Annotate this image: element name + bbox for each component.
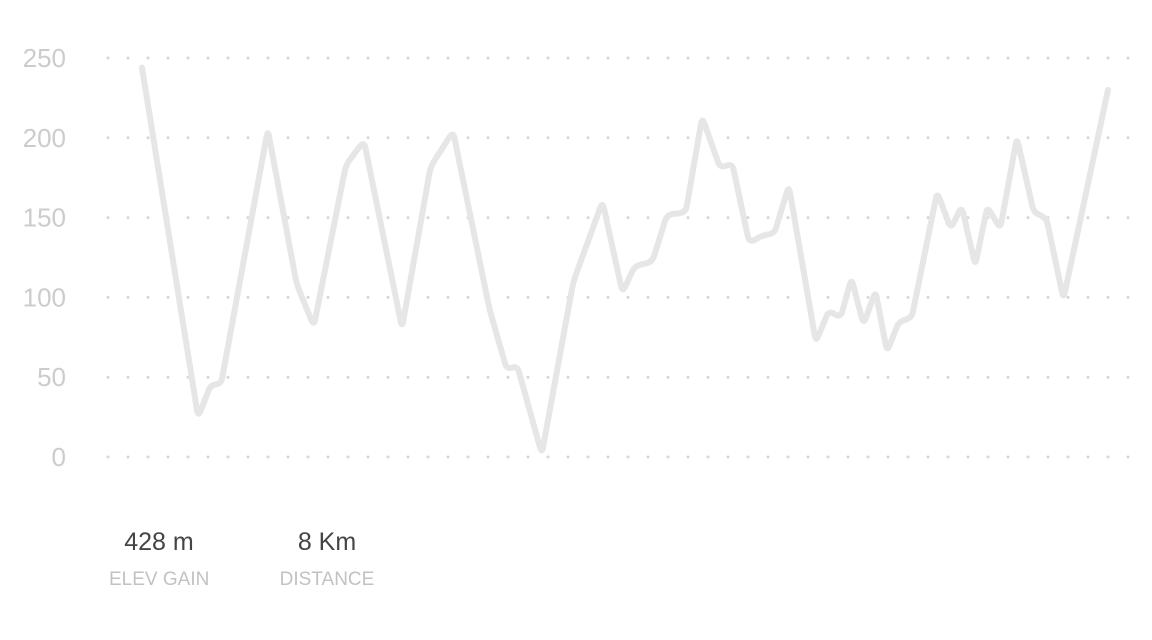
elevation-series-line bbox=[139, 64, 1111, 454]
y-tick-label-100: 100 bbox=[23, 282, 66, 312]
elevation-chart: 0 50 100 150 200 250 bbox=[23, 43, 1134, 472]
y-tick-label-200: 200 bbox=[23, 123, 66, 153]
y-tick-label-250: 250 bbox=[23, 43, 66, 73]
stat-distance-value: 8 Km bbox=[297, 528, 357, 556]
stat-distance-label: DISTANCE bbox=[279, 569, 375, 590]
stats-row: 428 m ELEV GAIN 8 Km DISTANCE bbox=[0, 524, 600, 624]
y-axis-ticks: 0 50 100 150 200 250 bbox=[23, 43, 66, 472]
stat-elev-gain: 428 m ELEV GAIN bbox=[109, 524, 209, 592]
y-tick-label-0: 0 bbox=[52, 442, 66, 472]
stat-distance: 8 Km DISTANCE bbox=[277, 524, 377, 592]
stat-elev-gain-value: 428 m bbox=[124, 528, 194, 556]
y-tick-label-150: 150 bbox=[23, 203, 66, 233]
y-tick-label-50: 50 bbox=[37, 362, 66, 392]
stat-elev-gain-label: ELEV GAIN bbox=[109, 569, 210, 590]
